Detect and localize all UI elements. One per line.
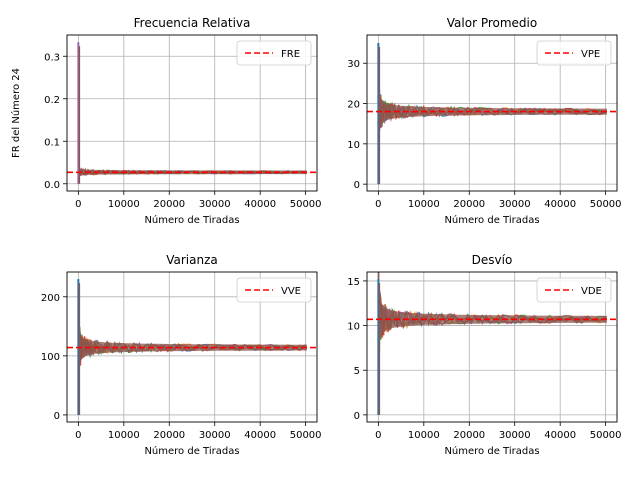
legend-label: FRE bbox=[281, 49, 300, 60]
series-line bbox=[377, 288, 606, 415]
y-tick-label: 200 bbox=[41, 293, 60, 304]
x-tick-label: 20000 bbox=[453, 199, 485, 210]
legend-box bbox=[236, 277, 312, 303]
x-tick-label: 50000 bbox=[290, 199, 322, 210]
legend-label: VVE bbox=[281, 286, 301, 297]
series-line bbox=[377, 68, 606, 185]
x-tick-label: 20000 bbox=[153, 199, 185, 210]
y-tick-label: 0.2 bbox=[44, 95, 60, 106]
subplot-title: Varianza bbox=[166, 253, 218, 267]
subplot-title: Valor Promedio bbox=[447, 16, 537, 30]
x-tick-label: 40000 bbox=[544, 199, 576, 210]
y-tick-label: 5 bbox=[354, 366, 360, 377]
x-tick-label: 40000 bbox=[244, 199, 276, 210]
axes-frame bbox=[66, 34, 318, 192]
subplot-title: Desvío bbox=[472, 253, 513, 267]
y-tick-label: 0 bbox=[54, 411, 60, 422]
x-tick-label: 40000 bbox=[244, 430, 276, 441]
x-tick-label: 40000 bbox=[544, 430, 576, 441]
x-tick-label: 50000 bbox=[290, 430, 322, 441]
x-tick-label: 20000 bbox=[153, 430, 185, 441]
y-axis-label: FR del Número 24 bbox=[10, 68, 22, 158]
x-axis-label: Número de Tiradas bbox=[144, 214, 239, 226]
x-tick-label: 0 bbox=[75, 430, 81, 441]
x-axis-label: Número de Tiradas bbox=[144, 445, 239, 457]
legend-box bbox=[536, 277, 612, 303]
axes-frame bbox=[66, 271, 318, 423]
y-tick-label: 15 bbox=[347, 277, 360, 288]
y-tick-label: 0 bbox=[354, 411, 360, 422]
y-tick-label: 10 bbox=[347, 322, 360, 333]
series-line bbox=[77, 294, 306, 415]
series-line bbox=[77, 50, 306, 176]
y-tick-label: 10 bbox=[347, 140, 360, 151]
x-tick-label: 10000 bbox=[408, 199, 440, 210]
x-tick-label: 30000 bbox=[199, 199, 231, 210]
legend-box bbox=[536, 40, 612, 66]
series-group bbox=[377, 272, 607, 415]
legend-label: VDE bbox=[581, 286, 602, 297]
series-line bbox=[77, 46, 306, 179]
x-tick-label: 50000 bbox=[590, 430, 622, 441]
subplot-3: 0 10000 20000 30000 40000 50000 0 100 200 Varianz… bbox=[41, 253, 322, 457]
x-tick-label: 30000 bbox=[499, 199, 531, 210]
subplot-1: 0 10000 20000 30000 40000 50000 0.0 0.1 0.2 0.3 Fr… bbox=[10, 16, 322, 226]
x-tick-label: 10000 bbox=[408, 430, 440, 441]
series-line bbox=[77, 306, 306, 415]
y-tick-label: 30 bbox=[347, 59, 360, 70]
subplot-title: Frecuencia Relativa bbox=[134, 16, 251, 30]
x-tick-label: 20000 bbox=[453, 430, 485, 441]
legend-label: VPE bbox=[581, 49, 600, 60]
y-tick-label: 0.0 bbox=[44, 180, 60, 191]
x-tick-label: 30000 bbox=[199, 430, 231, 441]
series-line bbox=[377, 86, 606, 185]
x-tick-label: 0 bbox=[375, 199, 381, 210]
x-tick-label: 0 bbox=[75, 199, 81, 210]
subplot-2: 0 10000 20000 30000 40000 50000 0 10 20 30 Valor P… bbox=[347, 16, 621, 226]
x-tick-label: 10000 bbox=[108, 430, 140, 441]
y-tick-label: 0.1 bbox=[44, 137, 60, 148]
y-tick-label: 0.3 bbox=[44, 52, 60, 63]
y-tick-label: 100 bbox=[41, 352, 60, 363]
x-axis-label: Número de Tiradas bbox=[444, 445, 539, 457]
y-tick-label: 20 bbox=[347, 100, 360, 111]
axes-frame bbox=[366, 34, 618, 192]
axes-frame bbox=[366, 271, 618, 423]
series-line bbox=[377, 272, 606, 415]
y-tick-label: 0 bbox=[354, 180, 360, 191]
series-line bbox=[77, 305, 306, 415]
subplot-4: 0 10000 20000 30000 40000 50000 0 5 10 15 Desvío Nú… bbox=[347, 253, 622, 457]
series-line bbox=[377, 57, 606, 185]
legend-box bbox=[236, 40, 312, 66]
x-tick-label: 0 bbox=[375, 430, 381, 441]
x-tick-label: 10000 bbox=[108, 199, 140, 210]
x-tick-label: 30000 bbox=[499, 430, 531, 441]
x-axis-label: Número de Tiradas bbox=[444, 214, 539, 226]
x-tick-label: 50000 bbox=[590, 199, 622, 210]
